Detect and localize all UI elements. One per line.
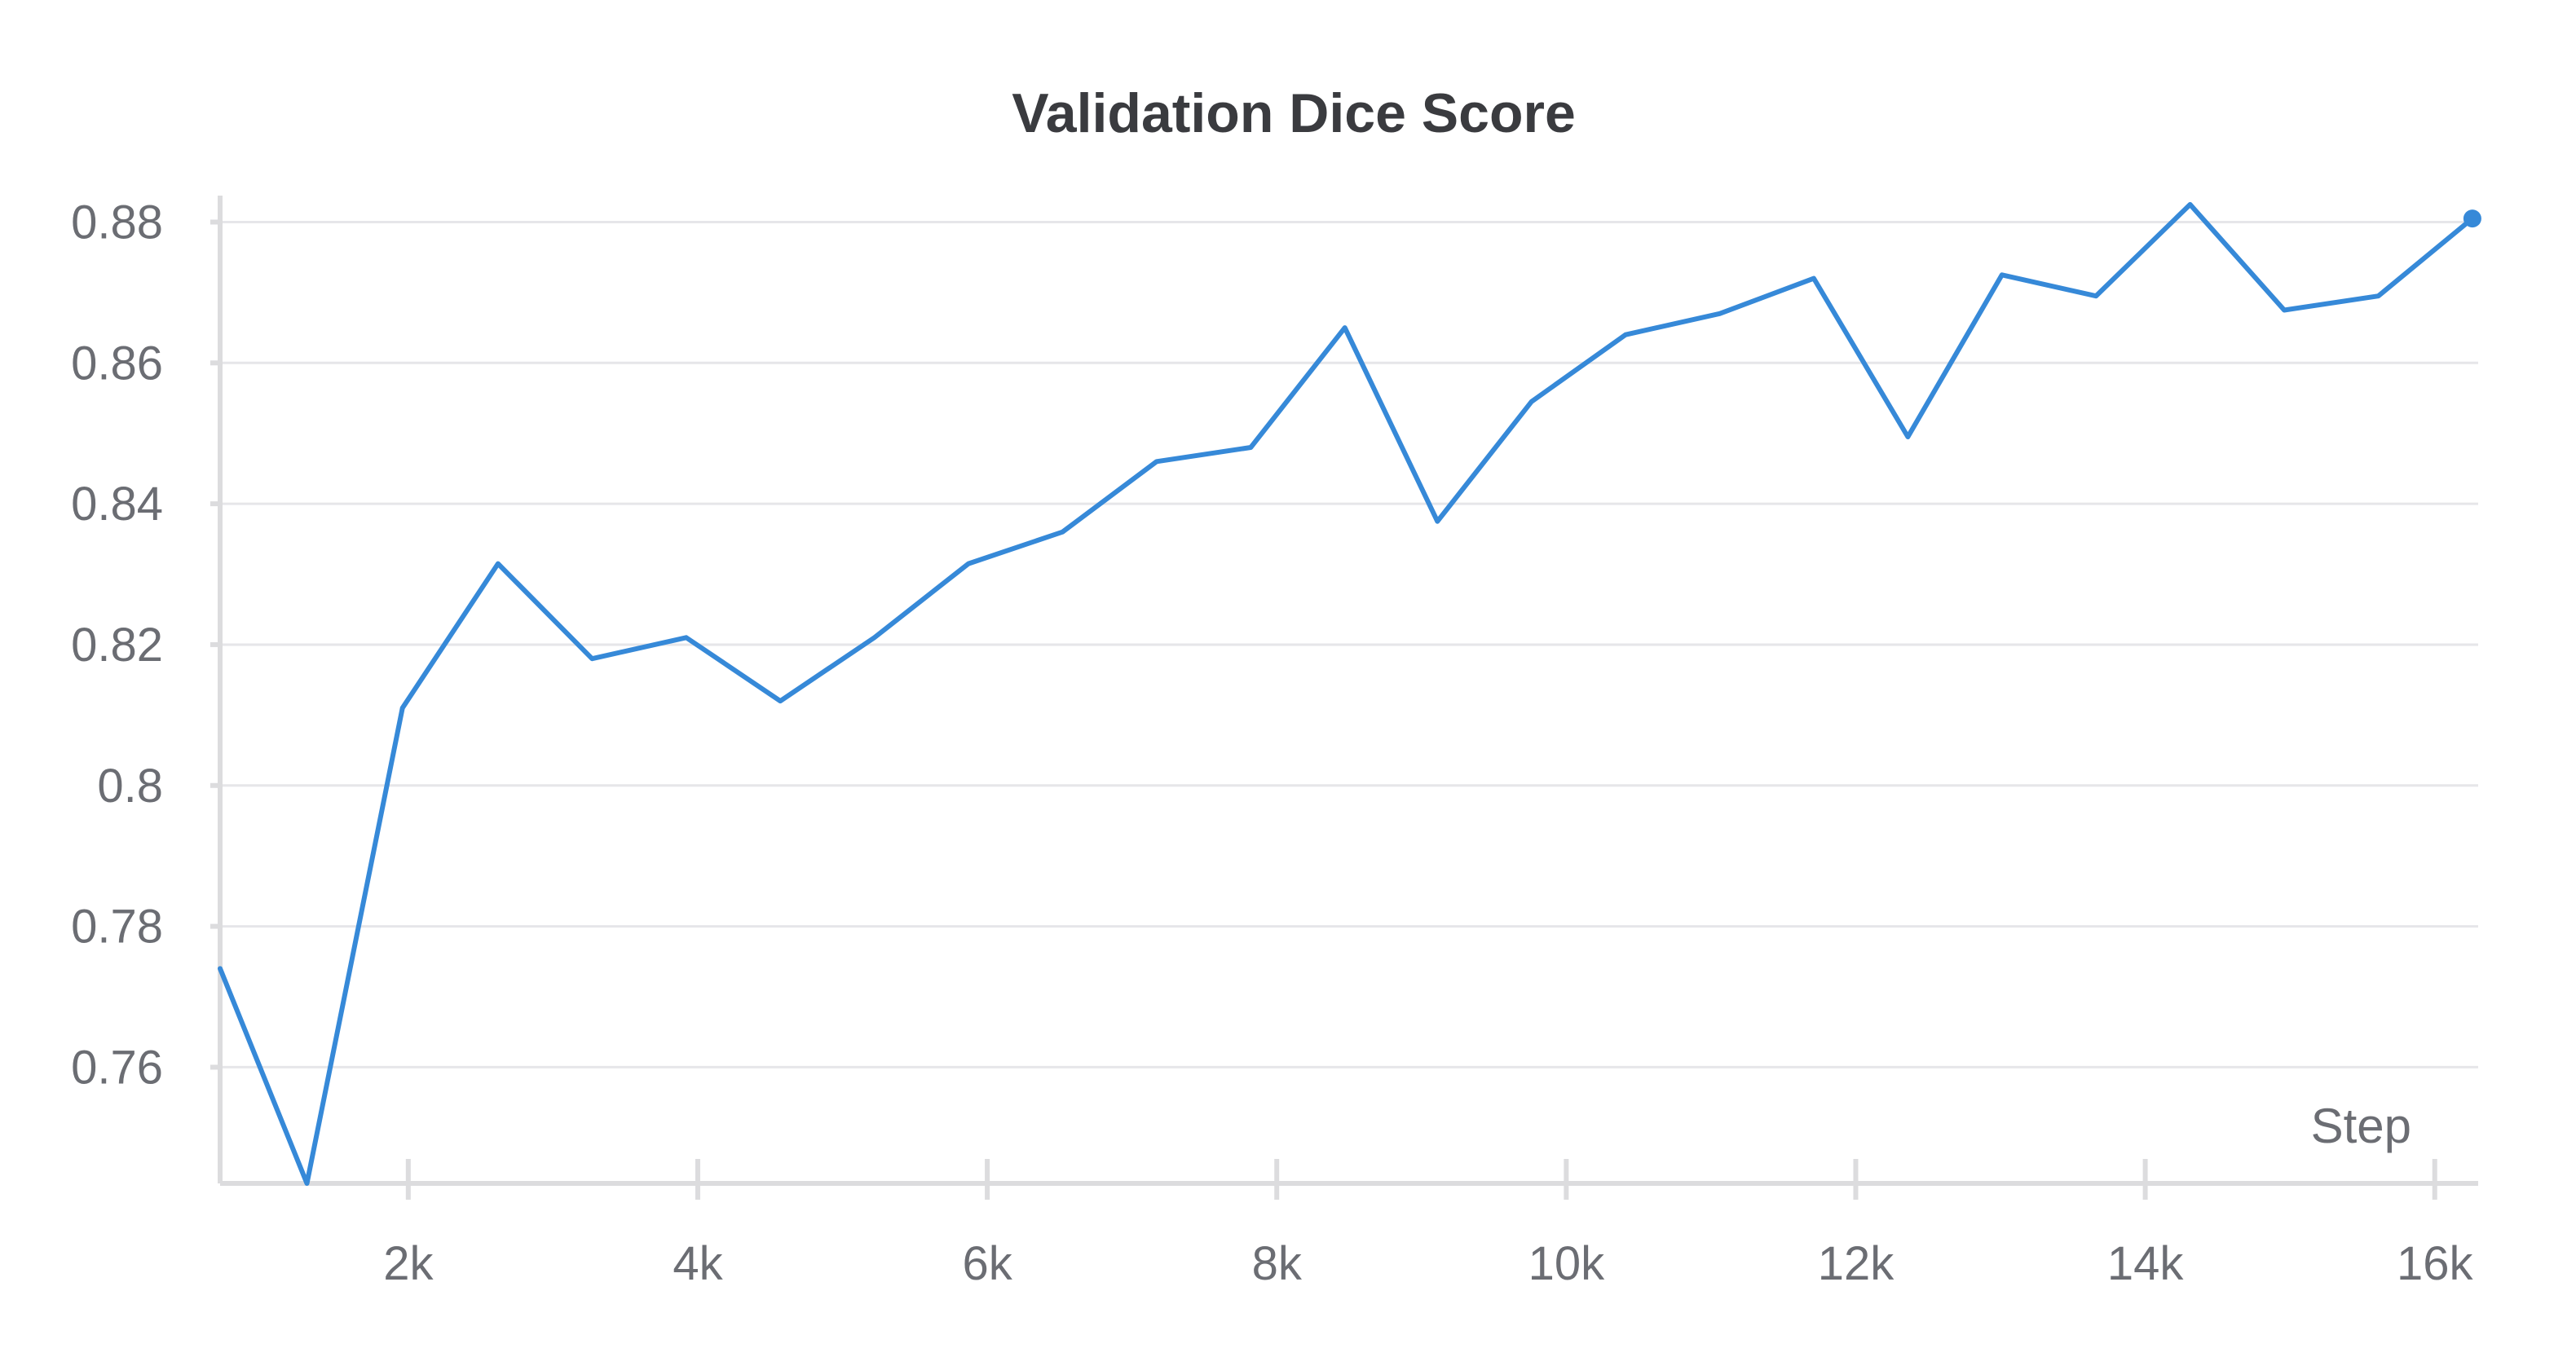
- axes: 0.76 0.78 0.8 0.82 0.84 0.86 0.88 2k 4k 6k 8k 10k 12…: [71, 196, 2478, 1290]
- x-tick-label: 4k: [673, 1237, 723, 1290]
- x-tick-label: 12k: [1818, 1237, 1895, 1290]
- y-tick-label: 0.76: [71, 1041, 163, 1094]
- x-tick-label: 8k: [1252, 1237, 1303, 1290]
- series-layer: [218, 201, 2481, 1186]
- y-tick-label: 0.84: [71, 478, 163, 531]
- gridlines: [220, 220, 2478, 1068]
- y-tick-label: 0.82: [71, 619, 163, 672]
- series-line: [218, 201, 2475, 1186]
- x-tick-label: 16k: [2397, 1237, 2474, 1290]
- y-tick-label: 0.78: [71, 901, 163, 954]
- y-tick-label: 0.8: [97, 760, 163, 813]
- last-point-marker[interactable]: [2463, 209, 2481, 228]
- x-axis-label: Step: [2311, 1099, 2411, 1153]
- y-tick-label: 0.86: [71, 337, 163, 390]
- y-tick-label: 0.88: [71, 196, 163, 249]
- chart-title: Validation Dice Score: [1012, 82, 1576, 144]
- x-tick-label: 2k: [383, 1237, 434, 1290]
- x-tick-label: 14k: [2107, 1237, 2185, 1290]
- x-tick-label: 10k: [1528, 1237, 1606, 1290]
- x-tick-label: 6k: [962, 1237, 1012, 1290]
